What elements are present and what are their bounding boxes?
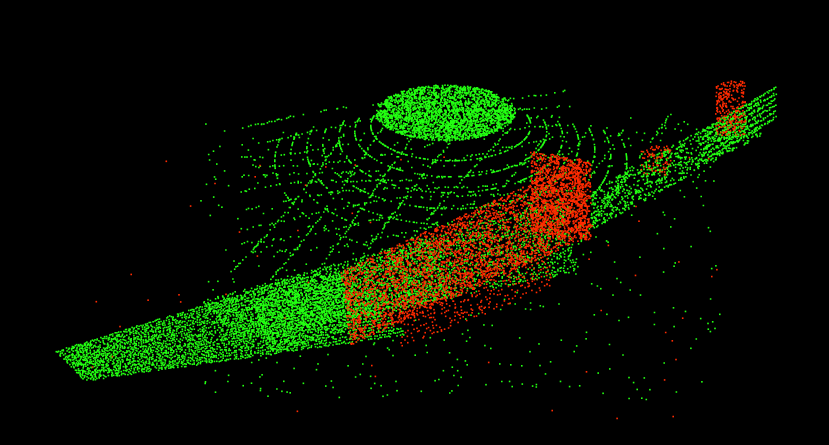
- registered-scan-points: [91, 80, 747, 420]
- reference-scan-points: [55, 84, 778, 401]
